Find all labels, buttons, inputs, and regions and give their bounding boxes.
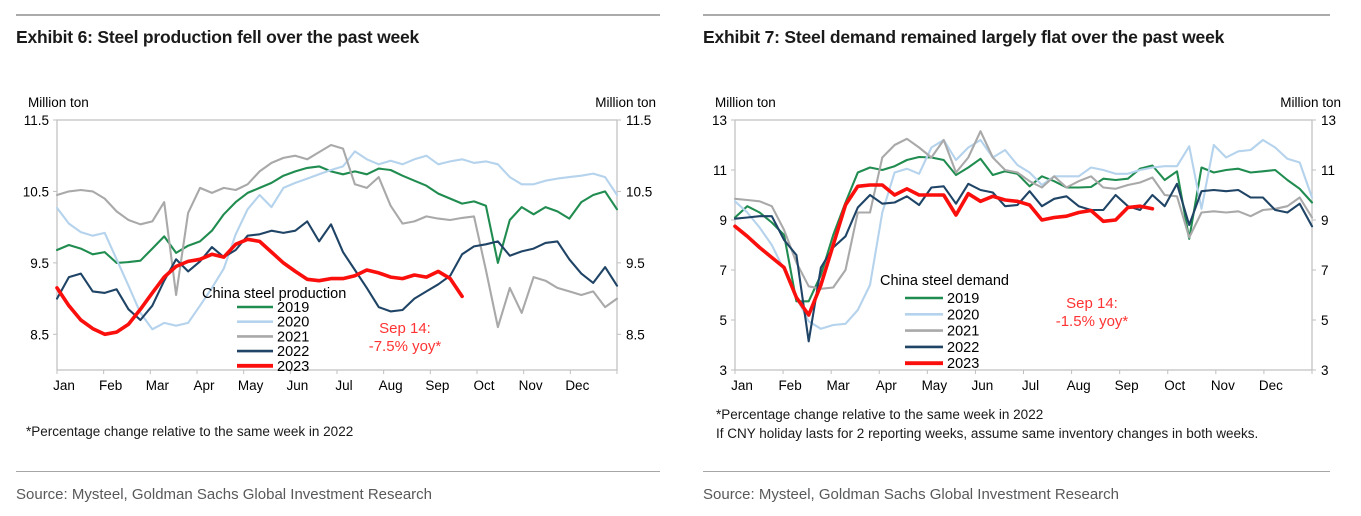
x-month-label: Jul [335,378,352,393]
series-line-2022 [55,220,619,322]
source-rule [16,471,660,472]
legend-label-2020: 2020 [277,315,309,331]
x-month-label: Feb [99,378,122,393]
series-line-2019 [733,155,1314,303]
top-rule [703,14,1330,16]
legend-label-2020: 2020 [947,307,979,323]
x-month-label: Apr [876,378,898,393]
y-tick-label-right: 13 [1321,113,1336,128]
y-tick-label-right: 10.5 [626,184,652,199]
y-tick-label-left: 10.5 [23,184,49,199]
footnote-line: If CNY holiday lasts for 2 reporting wee… [716,425,1259,441]
footnote-line: *Percentage change relative to the same … [26,424,354,439]
y-tick-label-left: 9.5 [30,256,49,271]
series-line-2022 [733,182,1314,343]
exhibit-6-footnote: *Percentage change relative to the same … [26,423,353,442]
x-month-label: May [238,378,264,393]
series-line-2020 [55,150,619,331]
exhibit-7-footnote: *Percentage change relative to the same … [716,406,1258,443]
x-month-label: Feb [778,378,801,393]
legend-label-2019: 2019 [947,291,979,307]
legend-label-2022: 2022 [277,344,309,360]
axis-unit-right: Million ton [595,95,656,110]
axis-unit-left: Million ton [715,95,776,110]
series-line-2023 [55,237,464,337]
y-tick-label-right: 7 [1321,263,1329,278]
y-tick-label-left: 3 [719,363,727,378]
legend-label-2021: 2021 [947,324,979,340]
y-tick-label-right: 11 [1321,163,1335,178]
exhibit-7-title: Exhibit 7: Steel demand remained largely… [703,27,1225,47]
steel-demand-chart: 13 13 11 11 9 9 7 7 5 5 3 3 Jan Feb Mar Apr May Jun Jul Aug… [712,95,1341,393]
x-month-label: Nov [519,378,543,393]
legend-label-2023: 2023 [947,356,979,372]
x-month-label: Mar [827,378,851,393]
series-line-2019 [55,165,619,264]
x-month-label: Nov [1211,378,1235,393]
x-month-label: May [922,378,948,393]
x-month-label: Jan [731,378,753,393]
y-tick-label-left: 5 [719,313,727,328]
exhibit-7-source: Source: Mysteel, Goldman Sachs Global In… [703,486,1120,503]
exhibit-6-source: Source: Mysteel, Goldman Sachs Global In… [16,486,433,503]
y-tick-label-right: 9 [1321,213,1329,228]
y-tick-label-right: 3 [1321,363,1329,378]
legend-label-2022: 2022 [947,340,979,356]
x-month-label: Oct [473,378,494,393]
top-rule [16,14,660,16]
exhibit-6-title: Exhibit 6: Steel production fell over th… [16,27,420,47]
x-month-label: Sep [425,378,449,393]
x-month-label: Dec [1259,378,1283,393]
y-tick-label-left: 11.5 [24,113,49,128]
series-line-2023 [733,183,1155,317]
y-tick-label-right: 5 [1321,313,1329,328]
plot-frame [56,119,618,371]
y-tick-label-left: 13 [712,113,727,128]
series-line-2021 [733,130,1314,290]
steel-production-chart: 11.5 11.5 10.5 10.5 9.5 9.5 8.5 8.5 Jan Feb Mar Apr… [23,95,656,393]
y-tick-label-right: 8.5 [626,327,645,342]
x-month-label: Jun [286,378,308,393]
exhibit-6-panel: Exhibit 6: Steel production fell over th… [16,0,664,516]
annotation-line: -1.5% yoy* [1056,313,1129,330]
y-tick-label-left: 8.5 [30,327,49,342]
annotation-line: -7.5% yoy* [369,338,442,355]
x-month-label: Apr [193,378,215,393]
series-line-2020 [733,138,1314,330]
legend-title: China steel production [202,286,346,302]
series-line-2021 [55,143,619,329]
y-tick-label-right: 11.5 [626,113,651,128]
axis-unit-left: Million ton [28,95,89,110]
x-month-label: Dec [565,378,589,393]
annotation-line: Sep 14: [379,320,431,337]
x-month-label: Jan [53,378,75,393]
x-month-label: Jun [972,378,994,393]
annotation-line: Sep 14: [1066,295,1118,312]
x-month-label: Mar [146,378,170,393]
y-tick-label-right: 9.5 [626,256,645,271]
x-month-label: Sep [1115,378,1139,393]
legend-label-2023: 2023 [277,359,309,375]
y-tick-label-left: 7 [719,263,727,278]
axis-unit-right: Million ton [1280,95,1341,110]
legend-label-2019: 2019 [277,300,309,316]
exhibit-7-panel: Exhibit 7: Steel demand remained largely… [703,0,1348,516]
x-month-label: Aug [1067,378,1091,393]
y-tick-label-left: 11 [713,163,727,178]
legend-title: China steel demand [880,273,1009,289]
source-rule [703,471,1330,472]
legend-label-2021: 2021 [277,329,309,345]
y-tick-label-left: 9 [719,213,727,228]
x-month-label: Oct [1164,378,1185,393]
footnote-line: *Percentage change relative to the same … [716,407,1044,422]
x-month-label: Jul [1022,378,1039,393]
x-month-label: Aug [379,378,403,393]
